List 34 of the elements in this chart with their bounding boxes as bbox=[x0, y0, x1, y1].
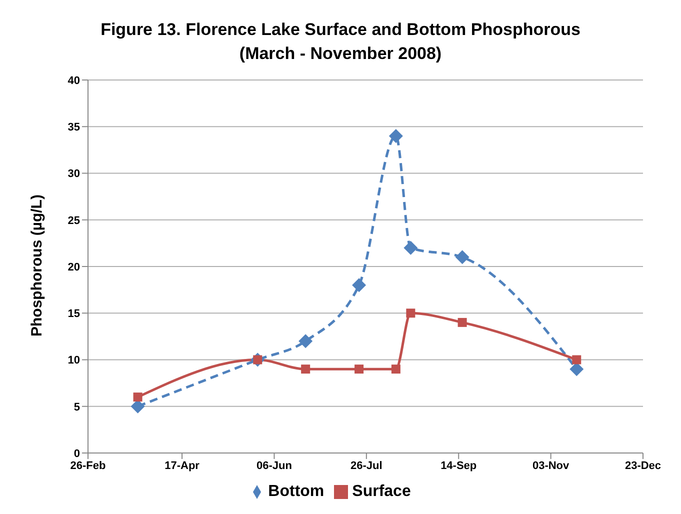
point bbox=[404, 240, 418, 255]
x-tick-label: 23-Dec bbox=[624, 460, 662, 472]
point bbox=[388, 128, 403, 143]
y-tick-label: 5 bbox=[74, 401, 80, 414]
point bbox=[391, 364, 400, 374]
point bbox=[570, 362, 584, 376]
x-tick-label: 14-Sep bbox=[440, 460, 477, 472]
y-tick-label: 20 bbox=[68, 261, 80, 274]
x-tick-label: 17-Apr bbox=[164, 460, 200, 472]
point bbox=[352, 278, 366, 292]
point bbox=[354, 364, 364, 374]
point bbox=[455, 250, 470, 264]
point bbox=[406, 308, 416, 318]
y-tick-label: 40 bbox=[68, 74, 80, 87]
y-tick-label: 25 bbox=[68, 214, 80, 227]
x-tick-label: 03-Nov bbox=[532, 460, 570, 472]
legend-label: Surface bbox=[352, 483, 411, 500]
point bbox=[133, 392, 142, 402]
y-tick-label: 15 bbox=[68, 308, 80, 320]
x-tick-label: 26-Feb bbox=[70, 460, 106, 472]
y-tick-label: 30 bbox=[68, 168, 80, 180]
y-axis-title: Phosphorous (µg/L) bbox=[28, 194, 46, 336]
legend-label: Bottom bbox=[268, 483, 324, 500]
y-tick-label: 35 bbox=[68, 122, 80, 134]
chart-subtitle: (March - November 2008) bbox=[238, 43, 443, 65]
y-tick-label: 0 bbox=[74, 448, 80, 460]
point bbox=[301, 364, 310, 374]
x-tick-label: 26-Jul bbox=[350, 460, 382, 472]
point bbox=[572, 355, 582, 364]
point bbox=[298, 334, 313, 348]
chart-title: Figure 13. Florence Lake Surface and Bottom Phosphorous bbox=[100, 19, 582, 41]
x-tick-label: 06-Jun bbox=[256, 460, 292, 472]
y-tick-label: 10 bbox=[68, 354, 80, 367]
point bbox=[458, 318, 467, 327]
